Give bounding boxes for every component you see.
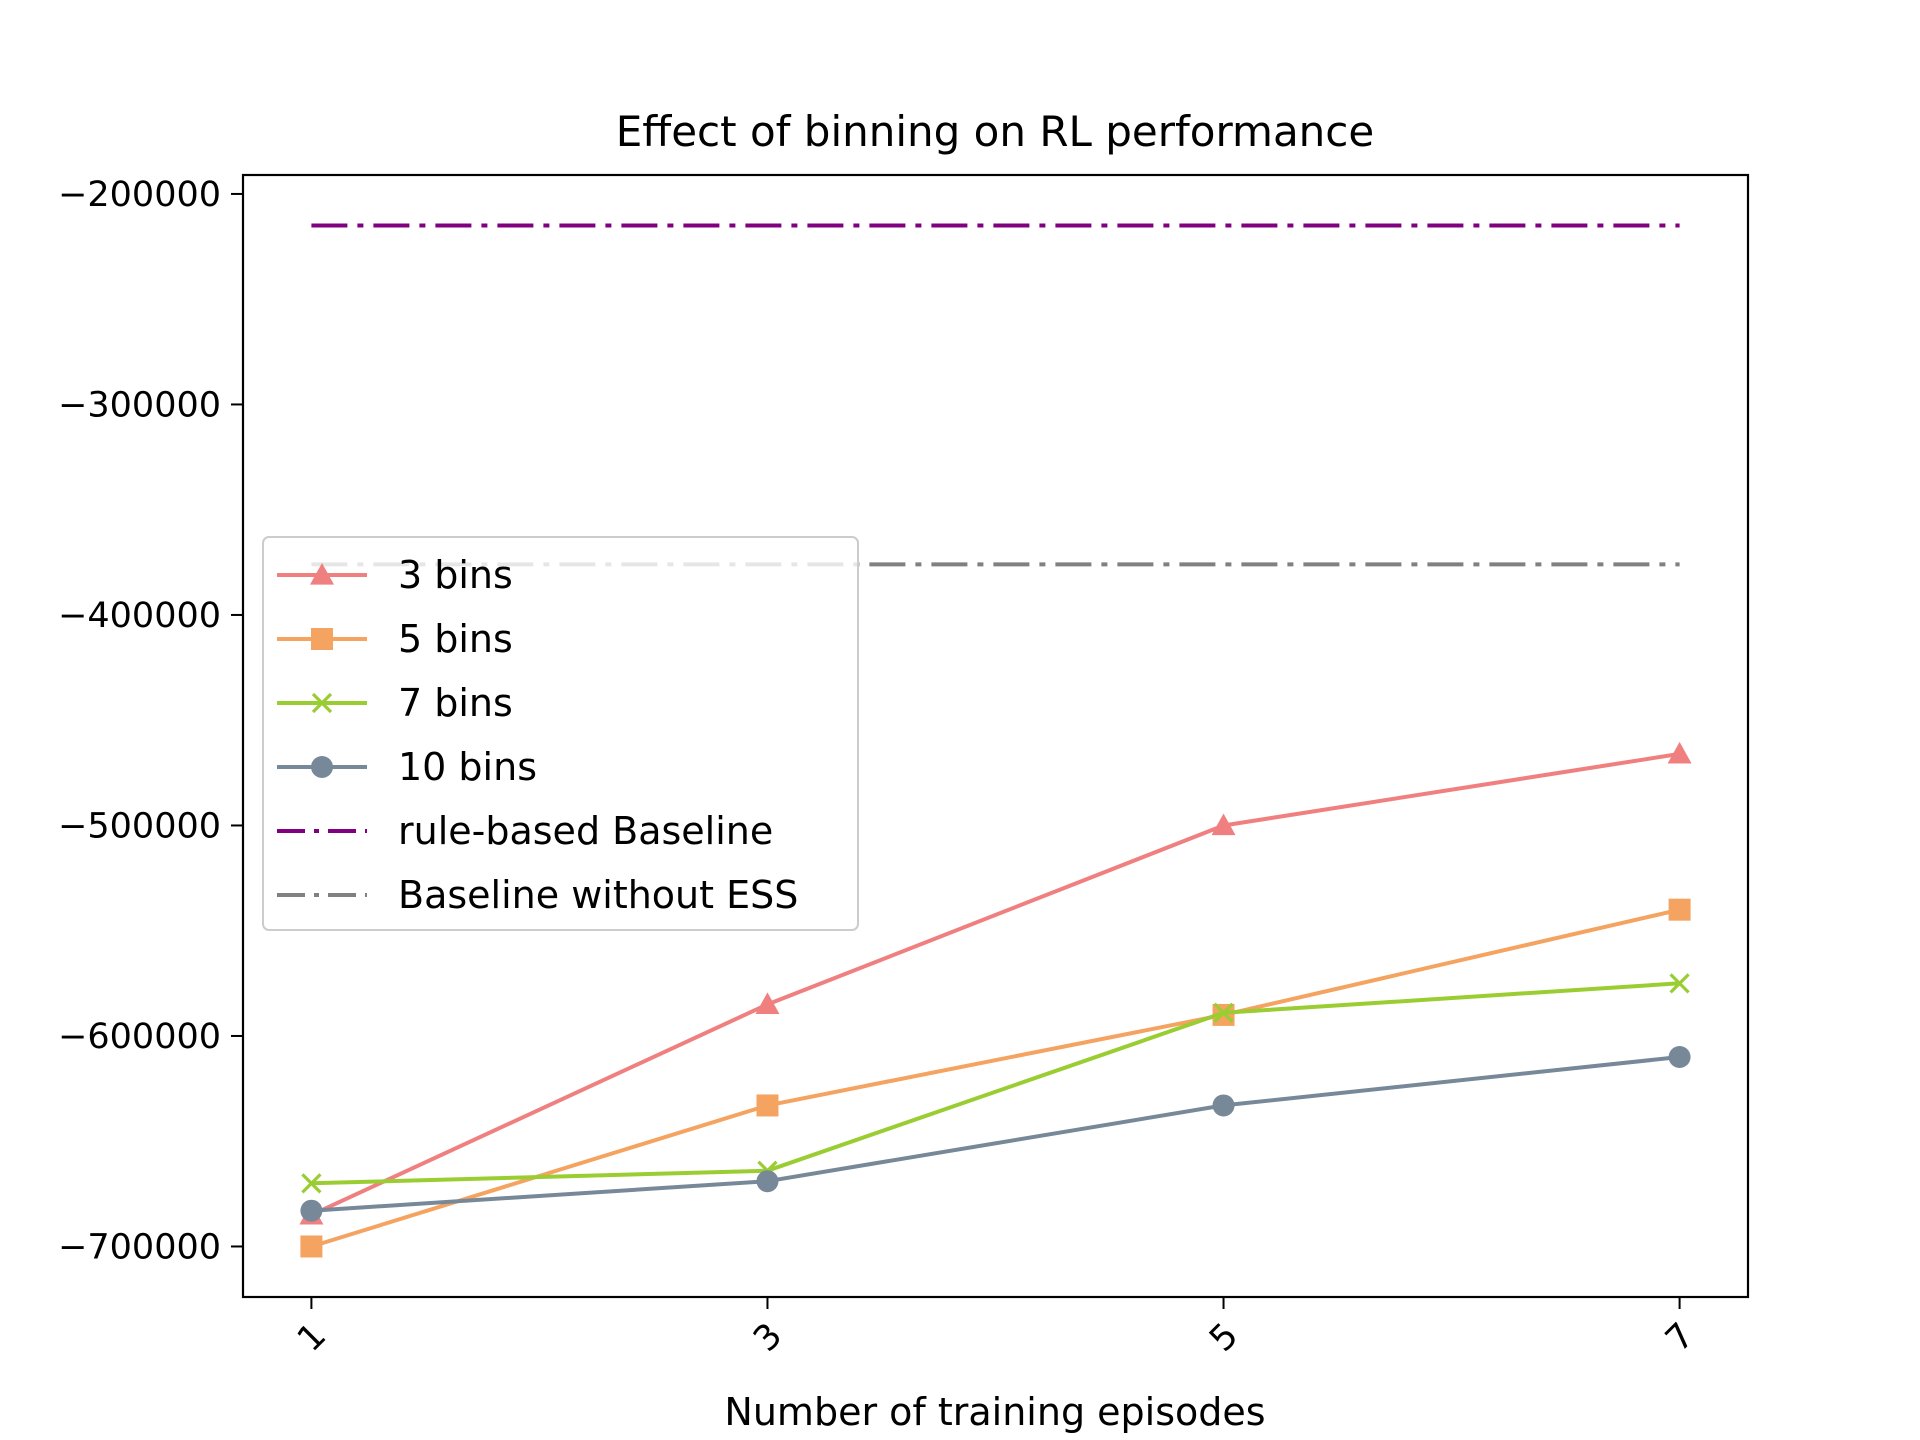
legend-item-0: 3 bins: [277, 553, 513, 597]
data-point-3-2: [1212, 1094, 1235, 1117]
data-point-1-0: [300, 1235, 323, 1258]
y-tick-label: −500000: [58, 806, 221, 846]
data-point-3-0: [300, 1199, 323, 1222]
x-axis-label: Number of training episodes: [724, 1390, 1265, 1434]
legend-label: 7 bins: [398, 681, 513, 725]
y-tick-label: −700000: [58, 1227, 221, 1267]
series-3: [300, 1046, 1691, 1222]
data-point-0-1: [755, 992, 780, 1014]
legend-label: 3 bins: [398, 553, 513, 597]
data-point-0-2: [1211, 813, 1236, 836]
data-point-1-1: [756, 1094, 779, 1117]
legend: 3 bins 5 bins 7 bins 10 bins rule-based Base…: [262, 536, 859, 931]
y-axis: −200000 −300000 −400000 −500000 −600000 −7000…: [58, 175, 243, 1267]
y-tick-label: −400000: [58, 596, 221, 636]
legend-marker: [311, 692, 333, 714]
data-point-2-0: [301, 1173, 322, 1194]
legend-item-4: rule-based Baseline: [277, 809, 773, 853]
legend-box: [262, 536, 859, 931]
legend-label: 5 bins: [398, 617, 513, 661]
data-point-2-3: [1669, 973, 1690, 994]
series-line-2: [311, 981, 1680, 1186]
y-tick-label: −600000: [58, 1017, 221, 1057]
data-point-3-1: [756, 1170, 779, 1193]
legend-label: Baseline without ESS: [398, 873, 798, 917]
data-point-1-3: [1668, 898, 1691, 921]
legend-marker: [310, 563, 334, 585]
y-tick-label: −300000: [58, 385, 221, 425]
series-line-3: [311, 1055, 1680, 1213]
data-point-3-3: [1668, 1046, 1691, 1069]
y-tick-label: −200000: [58, 175, 221, 215]
plot-frame: [241, 173, 1750, 1299]
legend-marker: [311, 756, 333, 778]
series-line-0: [310, 751, 1680, 1217]
chart-title: Effect of binning on RL performance: [616, 107, 1375, 156]
legend-item-3: 10 bins: [277, 745, 537, 789]
legend-label: rule-based Baseline: [398, 809, 773, 853]
series-layer: [299, 223, 1692, 1258]
legend-item-2: 7 bins: [277, 681, 513, 725]
legend-item-5: Baseline without ESS: [277, 873, 798, 917]
legend-label: 10 bins: [398, 745, 537, 789]
data-point-0-3: [1667, 741, 1692, 764]
legend-marker: [311, 628, 333, 650]
data-point-2-2: [1213, 1002, 1234, 1023]
legend-item-1: 5 bins: [277, 617, 513, 661]
